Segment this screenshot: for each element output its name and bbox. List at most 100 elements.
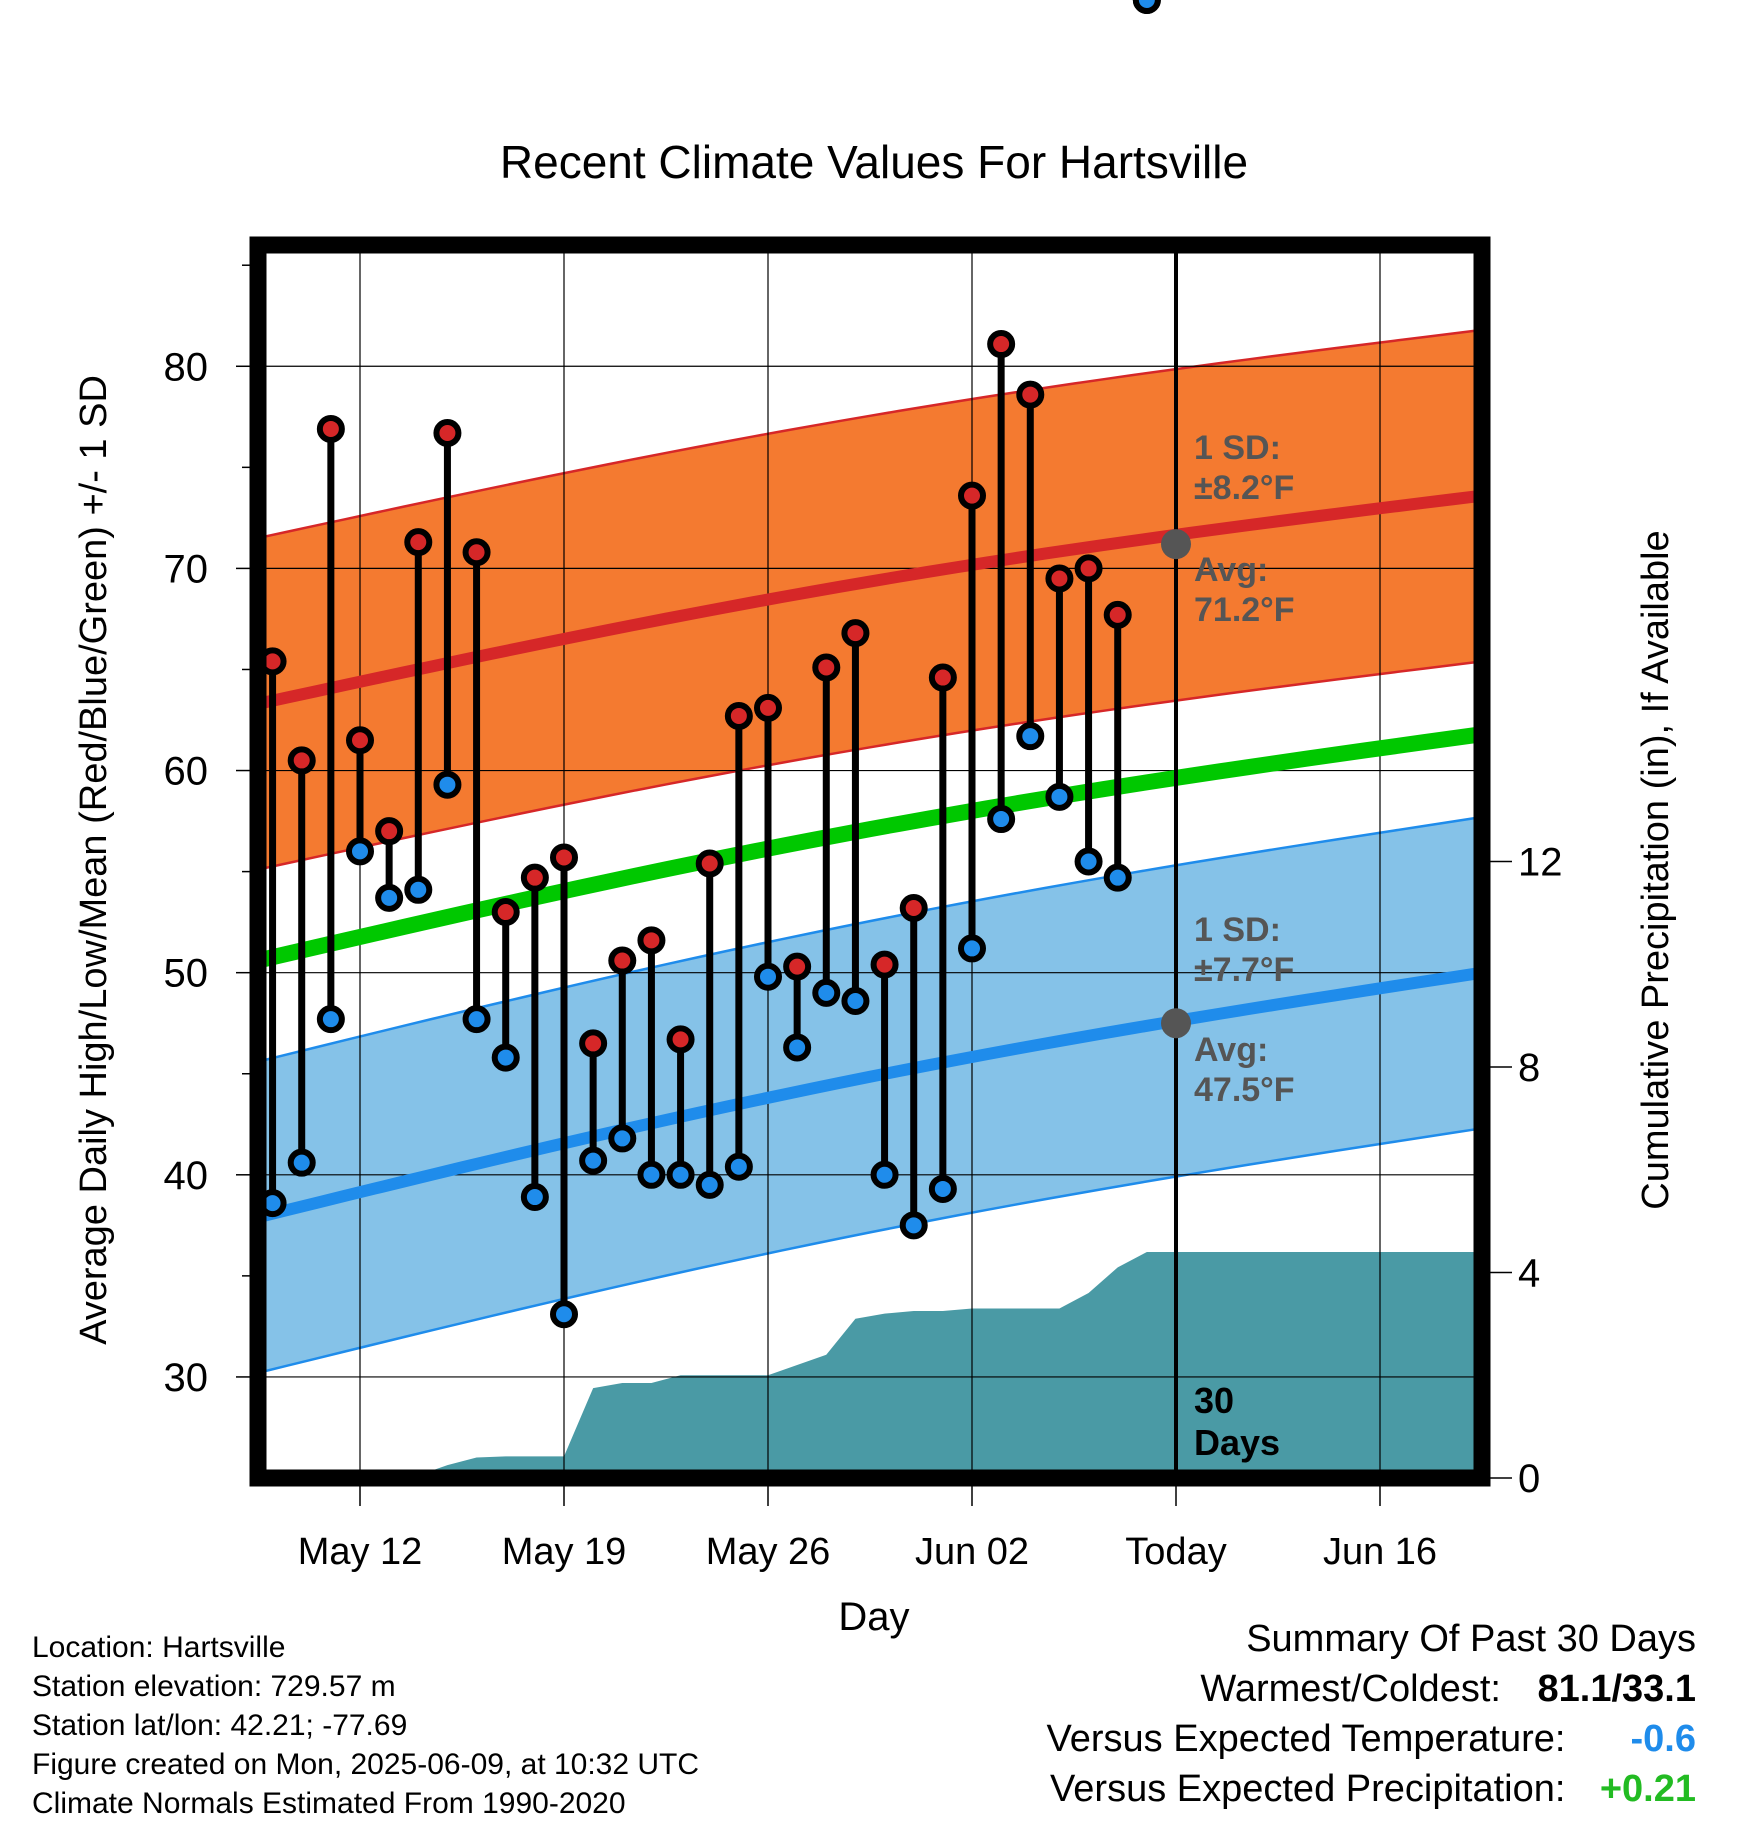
- high-point: [287, 746, 316, 775]
- summary-precip-label: Versus Expected Precipitation:: [1050, 1768, 1566, 1810]
- summary-precip-value: +0.21: [1599, 1768, 1696, 1810]
- low-point: [404, 875, 433, 904]
- summary-temp-value: -0.6: [1630, 1718, 1696, 1760]
- x-tick-label: May 12: [298, 1531, 423, 1573]
- info-latlon: Station lat/lon: 42.21; -77.69: [32, 1709, 408, 1742]
- low-point: [899, 1211, 928, 1240]
- x-tick-label: Jun 16: [1323, 1531, 1437, 1573]
- period-annotation: Days: [1194, 1422, 1280, 1463]
- summary-warmest-value: 81.1/33.1: [1537, 1668, 1696, 1710]
- high-point: [316, 414, 345, 443]
- x-tick-label: Today: [1125, 1531, 1226, 1573]
- low-point: [724, 1152, 753, 1181]
- high-point: [579, 1029, 608, 1058]
- high-point: [491, 898, 520, 927]
- high-point: [404, 528, 433, 557]
- summary-temp-label: Versus Expected Temperature:: [1046, 1718, 1566, 1760]
- high-point: [812, 653, 841, 682]
- low-point: [550, 1300, 578, 1329]
- x-tick-label: Jun 02: [915, 1531, 1029, 1573]
- low-avg-annotation: 47.5°F: [1194, 1071, 1295, 1109]
- low-point: [870, 1160, 899, 1189]
- low-point: [608, 1124, 637, 1153]
- low-point: [987, 805, 1016, 834]
- low-point: [1074, 847, 1103, 876]
- low-point: [1103, 863, 1132, 892]
- y-tick-label: 50: [164, 952, 209, 996]
- x-tick-label: May 19: [502, 1531, 627, 1573]
- y2-tick-label: 0: [1518, 1457, 1540, 1501]
- low-point: [287, 1148, 316, 1177]
- high-point: [346, 726, 374, 755]
- high-point: [550, 843, 578, 872]
- low-point: [433, 770, 462, 799]
- low-normal-line: [256, 966, 1483, 1224]
- chart-title: Recent Climate Values For Hartsville: [500, 136, 1248, 188]
- high-point: [928, 663, 957, 692]
- summary-panel: Summary Of Past 30 Days Warmest/Coldest:…: [1047, 1618, 1696, 1818]
- low-point: [1016, 722, 1045, 751]
- y-axis-label: Average Daily High/Low/Mean (Red/Blue/Gr…: [73, 375, 115, 1345]
- high-avg-today-marker: [1161, 529, 1191, 560]
- high-point: [754, 693, 782, 722]
- y2-tick-label: 4: [1518, 1252, 1540, 1296]
- low-sd-lower-line: [257, 1127, 1483, 1375]
- high-point: [1103, 600, 1132, 629]
- high-point: [1045, 564, 1074, 593]
- high-sd-annotation: 1 SD:: [1194, 429, 1281, 467]
- x-tick-label: May 26: [706, 1531, 831, 1573]
- low-point: [375, 883, 404, 912]
- low-avg-today-marker: [1161, 1008, 1191, 1039]
- high-point: [695, 849, 724, 878]
- y2-tick-label: 12: [1518, 841, 1563, 885]
- high-point: [724, 701, 753, 730]
- info-location: Location: Hartsville: [32, 1631, 286, 1664]
- low-point: [841, 986, 870, 1015]
- y-tick-label: 80: [164, 345, 209, 389]
- high-point: [1074, 554, 1103, 583]
- low-point: [958, 934, 986, 963]
- high-avg-annotation: Avg:: [1194, 551, 1268, 589]
- high-point: [637, 926, 666, 955]
- y-tick-label: 40: [164, 1154, 209, 1198]
- period-annotation: 30: [1194, 1380, 1234, 1421]
- y2-axis-label: Cumulative Precipitation (in), If Availa…: [1635, 530, 1677, 1209]
- low-sd-annotation: ±7.7°F: [1194, 951, 1294, 989]
- high-sd-lower-line: [257, 660, 1483, 871]
- high-sd-upper-line: [257, 328, 1483, 540]
- y-tick-label: 30: [164, 1356, 209, 1400]
- low-point: [520, 1183, 549, 1212]
- high-point: [783, 952, 812, 981]
- low-point: [1132, 0, 1161, 14]
- low-point: [783, 1033, 812, 1062]
- plot-frame: [249, 236, 1491, 1487]
- low-point: [316, 1005, 345, 1034]
- low-point: [637, 1160, 666, 1189]
- high-normal-line: [256, 489, 1483, 710]
- station-info: Location: Hartsville Station elevation: …: [32, 1628, 699, 1823]
- high-point: [462, 538, 491, 567]
- low-point: [695, 1170, 724, 1199]
- summary-warmest-label: Warmest/Coldest:: [1200, 1668, 1501, 1710]
- high-point: [666, 1025, 695, 1054]
- high-point: [841, 619, 870, 648]
- x-axis-label: Day: [838, 1595, 909, 1639]
- high-point: [958, 481, 986, 510]
- high-point: [987, 330, 1016, 359]
- low-point: [928, 1174, 957, 1203]
- high-point: [870, 950, 899, 979]
- y-tick-label: 70: [164, 547, 209, 591]
- low-point: [1045, 782, 1074, 811]
- high-point: [1016, 380, 1045, 409]
- high-avg-annotation: 71.2°F: [1194, 591, 1295, 629]
- mean-normal-line: [256, 726, 1484, 969]
- info-normals: Climate Normals Estimated From 1990-2020: [32, 1787, 626, 1820]
- high-point: [520, 863, 549, 892]
- high-sd-annotation: ±8.2°F: [1194, 469, 1294, 507]
- high-point: [375, 817, 404, 846]
- y-tick-label: 60: [164, 750, 209, 794]
- info-created: Figure created on Mon, 2025-06-09, at 10…: [32, 1748, 700, 1781]
- low-point: [491, 1043, 520, 1072]
